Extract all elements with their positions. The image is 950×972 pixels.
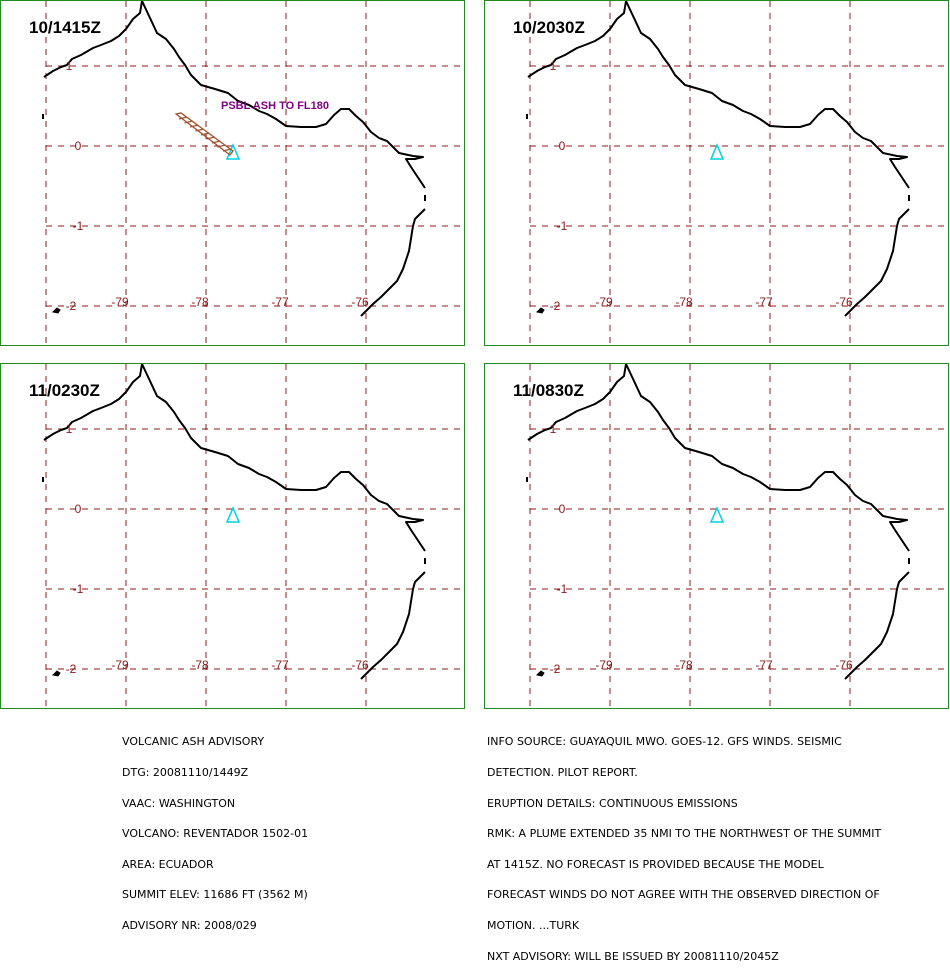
latitude-label: -1 xyxy=(73,582,84,596)
advisory-line: DETECTION. PILOT REPORT. xyxy=(487,766,638,779)
map-canvas: 1 0 -1 -2 -79 -78 -77 -76 PSBL ASH TO FL180 xyxy=(42,1,464,345)
latitude-label: -1 xyxy=(557,219,568,233)
latitude-label: 0 xyxy=(75,139,82,153)
ash-plume-hatch xyxy=(184,120,193,124)
longitude-label: -77 xyxy=(271,295,289,309)
longitude-label: -79 xyxy=(595,658,613,672)
advisory-line: NXT ADVISORY: WILL BE ISSUED BY 20081110… xyxy=(487,949,779,963)
latitude-label: -2 xyxy=(550,662,561,676)
panel-time-title: 11/0830Z xyxy=(513,381,584,400)
coastline xyxy=(527,364,910,680)
longitude-label: -77 xyxy=(755,295,773,309)
panel-time-title: 10/1415Z xyxy=(29,18,101,37)
latitude-label: 1 xyxy=(66,422,73,436)
longitude-label: -78 xyxy=(675,658,693,672)
advisory-remarks-text: INFO SOURCE: GUAYAQUIL MWO. GOES-12. GFS… xyxy=(487,717,881,972)
longitude-label: -78 xyxy=(191,658,209,672)
advisory-line: DTG: 20081110/1449Z xyxy=(122,766,249,779)
ash-plume-hatch xyxy=(189,124,199,128)
latitude-label: -2 xyxy=(550,299,561,313)
map-panel-3: 1 0 -1 -2 -79 -78 -77 -76 11/0230Z xyxy=(0,363,465,709)
coastline xyxy=(527,1,910,317)
ash-plume-hatch xyxy=(195,128,204,132)
ash-plume-outline xyxy=(174,112,234,156)
latitude-label: -2 xyxy=(66,662,77,676)
map-panel-2: 1 0 -1 -2 -79 -78 -77 -76 10/2030Z xyxy=(484,0,949,346)
ash-plume-hatch xyxy=(200,132,210,136)
longitude-label: -76 xyxy=(835,658,853,672)
longitude-label: -79 xyxy=(111,295,129,309)
latitude-label: 1 xyxy=(550,422,557,436)
map-canvas: 1 0 -1 -2 -79 -78 -77 -76 xyxy=(42,364,464,708)
volcano-icon xyxy=(709,143,725,160)
advisory-line: MOTION. ...TURK xyxy=(487,918,580,932)
map-canvas: 1 0 -1 -2 -79 -78 -77 -76 xyxy=(526,1,948,345)
longitude-label: -79 xyxy=(111,658,129,672)
volcano-icon xyxy=(225,506,241,523)
latitude-label: -2 xyxy=(66,299,77,313)
longitude-label: -78 xyxy=(191,295,209,309)
longitude-label: -76 xyxy=(835,295,853,309)
panel-time-title: 11/0230Z xyxy=(29,381,100,400)
coastline xyxy=(43,1,426,317)
panel-time-title: 10/2030Z xyxy=(513,18,585,37)
advisory-line: INFO SOURCE: GUAYAQUIL MWO. GOES-12. GFS… xyxy=(487,735,842,749)
advisory-line: VAAC: WASHINGTON xyxy=(122,796,236,810)
ash-plume-hatch xyxy=(211,140,221,144)
latitude-label: 0 xyxy=(75,502,82,516)
map-panel-1: 1 0 -1 -2 -79 -78 -77 -76 PSBL ASH TO FL180 10/1… xyxy=(0,0,465,346)
island-shape xyxy=(51,670,61,677)
ash-plume-hatch xyxy=(222,148,232,152)
latitude-label: -1 xyxy=(73,219,84,233)
advisory-line: FORECAST WINDS DO NOT AGREE WITH THE OBS… xyxy=(487,888,880,902)
map-panel-4: 1 0 -1 -2 -79 -78 -77 -76 11/0830Z xyxy=(484,363,949,709)
advisory-line: RMK: A PLUME EXTENDED 35 NMI TO THE NORT… xyxy=(487,827,882,841)
advisory-line: ADVISORY NR: 2008/029 xyxy=(122,918,257,932)
longitude-label: -77 xyxy=(271,658,289,672)
advisory-line: ERUPTION DETAILS: CONTINUOUS EMISSIONS xyxy=(487,796,738,810)
latitude-label: 1 xyxy=(66,59,73,73)
map-canvas: 1 0 -1 -2 -79 -78 -77 -76 xyxy=(526,364,948,708)
ash-plume xyxy=(174,112,234,156)
advisory-line: AREA: ECUADOR xyxy=(122,857,214,871)
latitude-label: 0 xyxy=(559,139,566,153)
volcano-icon xyxy=(225,143,241,160)
advisory-line: AT 1415Z. NO FORECAST IS PROVIDED BECAUS… xyxy=(487,857,824,871)
longitude-label: -76 xyxy=(351,295,369,309)
longitude-label: -79 xyxy=(595,295,613,309)
latitude-label: 1 xyxy=(550,59,557,73)
ash-plume-hatch xyxy=(206,136,215,140)
advisory-line: VOLCANIC ASH ADVISORY xyxy=(122,735,265,749)
ash-plume-hatch xyxy=(178,116,188,120)
island-shape xyxy=(535,670,545,677)
advisory-header-text: VOLCANIC ASH ADVISORY DTG: 20081110/1449… xyxy=(122,717,308,941)
longitude-label: -77 xyxy=(755,658,773,672)
longitude-label: -78 xyxy=(675,295,693,309)
ash-plume-hatch xyxy=(217,144,226,148)
latitude-label: 0 xyxy=(559,502,566,516)
longitude-label: -76 xyxy=(351,658,369,672)
advisory-line: VOLCANO: REVENTADOR 1502-01 xyxy=(122,827,309,841)
latitude-label: -1 xyxy=(557,582,568,596)
ash-plume-label: PSBL ASH TO FL180 xyxy=(221,100,329,112)
coastline xyxy=(43,364,426,680)
advisory-line: SUMMIT ELEV: 11686 FT (3562 M) xyxy=(122,888,308,902)
island-shape xyxy=(535,307,545,314)
volcano-icon xyxy=(709,506,725,523)
island-shape xyxy=(51,307,61,314)
